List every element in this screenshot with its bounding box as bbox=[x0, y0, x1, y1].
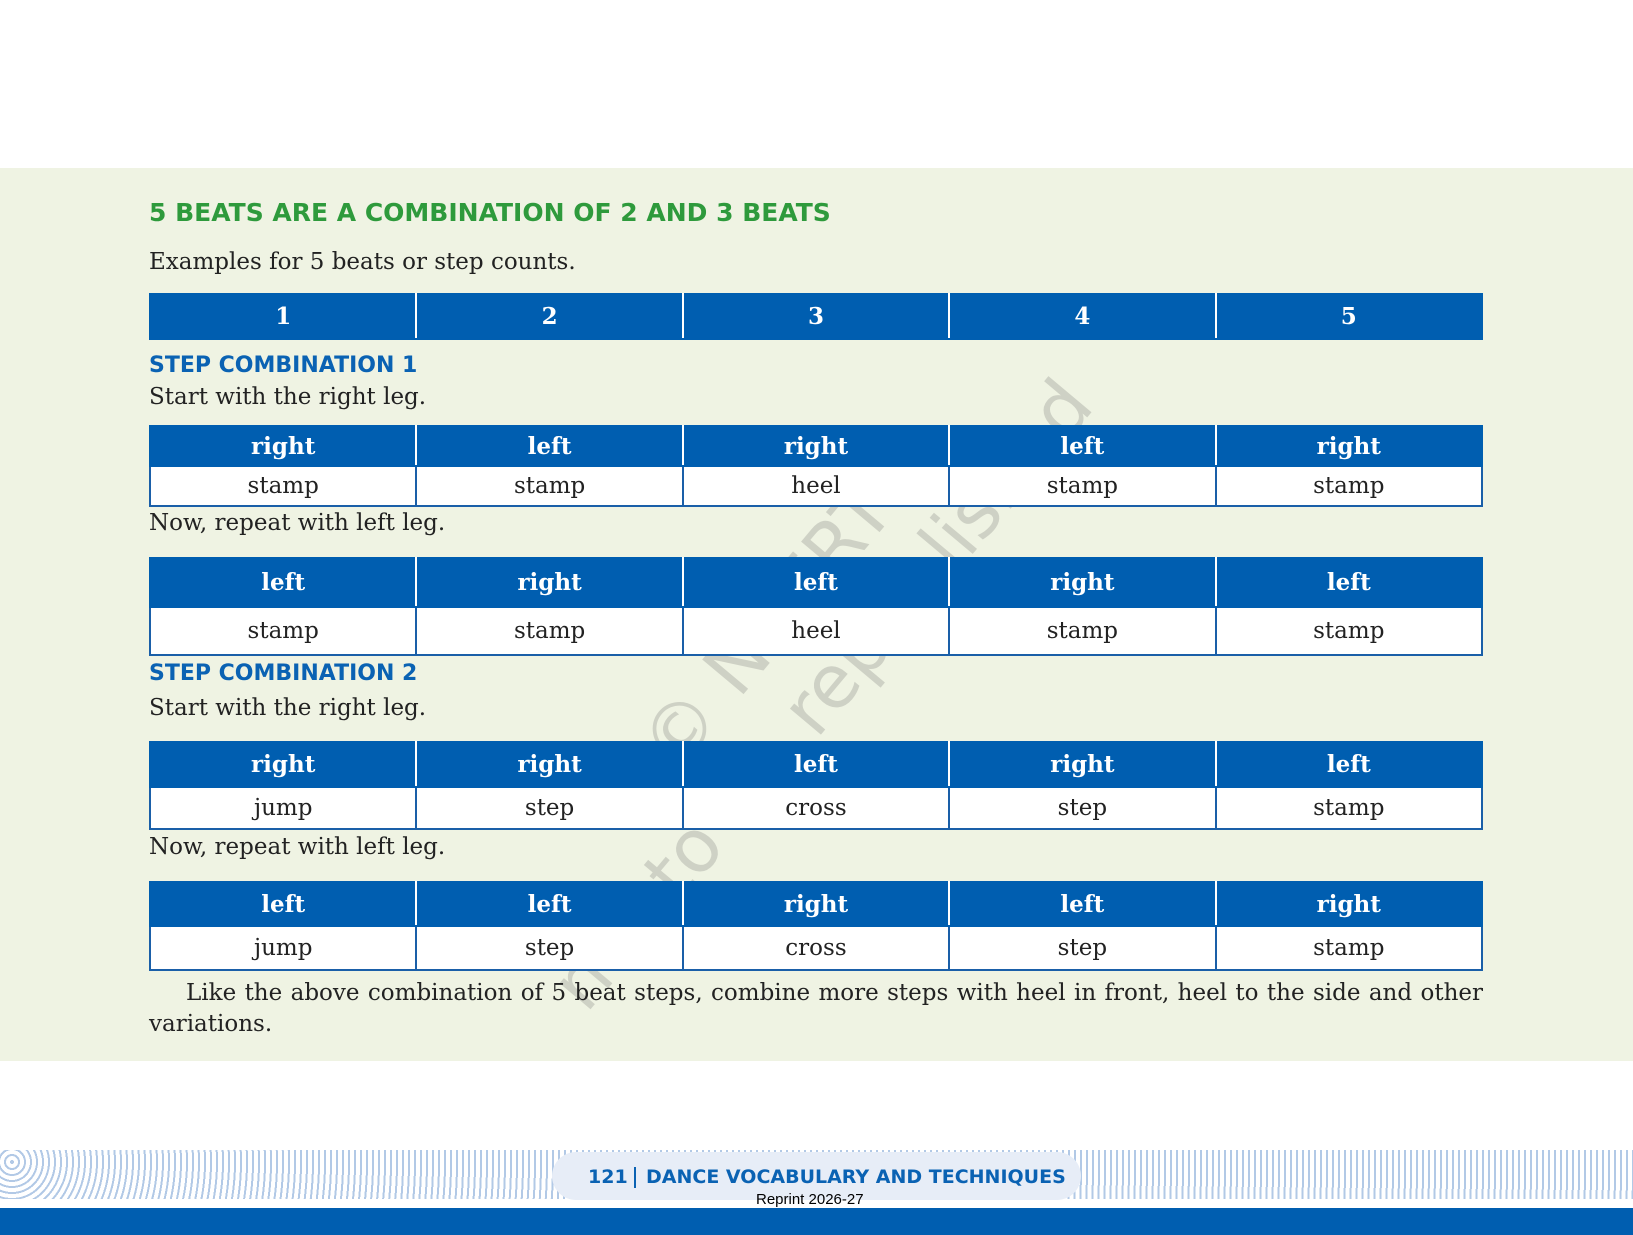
step-cell: heel bbox=[681, 606, 951, 656]
combination-title: STEP COMBINATION 2 bbox=[149, 661, 418, 686]
leg-row: left left right left right bbox=[148, 881, 1484, 927]
leg-cell: right bbox=[681, 881, 951, 927]
step-cell: jump bbox=[148, 786, 418, 830]
beat-cell: 1 bbox=[148, 293, 418, 340]
step-cell: stamp bbox=[948, 465, 1217, 507]
step-row: jump step cross step stamp bbox=[148, 786, 1484, 830]
beat-cell: 5 bbox=[1214, 293, 1484, 340]
leg-cell: left bbox=[148, 557, 418, 608]
step-cell: jump bbox=[148, 925, 418, 971]
repeat-note: Now, repeat with left leg. bbox=[149, 834, 446, 860]
beat-cell: 4 bbox=[948, 293, 1217, 340]
leg-cell: right bbox=[1214, 425, 1484, 467]
leg-cell: left bbox=[415, 881, 684, 927]
step-table: right right left right left jump step cross step… bbox=[148, 741, 1484, 830]
step-cell: cross bbox=[681, 786, 951, 830]
combination-title: STEP COMBINATION 1 bbox=[149, 353, 418, 378]
step-cell: stamp bbox=[948, 606, 1217, 656]
leg-row: right left right left right bbox=[148, 425, 1484, 467]
instruction: Start with the right leg. bbox=[149, 384, 427, 410]
leg-cell: right bbox=[415, 741, 684, 788]
leg-cell: right bbox=[415, 557, 684, 608]
leg-cell: right bbox=[948, 741, 1217, 788]
beat-cell: 3 bbox=[681, 293, 951, 340]
heading: 5 BEATS ARE A COMBINATION OF 2 AND 3 BEA… bbox=[149, 198, 831, 227]
step-cell: step bbox=[415, 925, 684, 971]
closing-paragraph: Like the above combination of 5 beat ste… bbox=[149, 980, 1483, 1037]
leg-cell: left bbox=[948, 425, 1217, 467]
step-cell: stamp bbox=[415, 606, 684, 656]
leg-cell: left bbox=[148, 881, 418, 927]
leg-row: left right left right left bbox=[148, 557, 1484, 608]
step-table: left left right left right jump step cross step s… bbox=[148, 881, 1484, 971]
leg-cell: right bbox=[148, 425, 418, 467]
step-row: jump step cross step stamp bbox=[148, 925, 1484, 971]
repeat-note: Now, repeat with left leg. bbox=[149, 510, 446, 536]
step-table: right left right left right stamp stamp heel sta… bbox=[148, 425, 1484, 507]
step-row: stamp stamp heel stamp stamp bbox=[148, 606, 1484, 656]
step-cell: stamp bbox=[148, 465, 418, 507]
step-cell: stamp bbox=[1214, 925, 1484, 971]
beat-cell: 2 bbox=[415, 293, 684, 340]
step-cell: stamp bbox=[148, 606, 418, 656]
footer-title: DANCE VOCABULARY AND TECHNIQUES bbox=[646, 1166, 1066, 1188]
step-cell: step bbox=[948, 925, 1217, 971]
footer-bar bbox=[0, 1208, 1633, 1235]
reprint: Reprint 2026-27 bbox=[756, 1191, 864, 1208]
step-cell: stamp bbox=[1214, 786, 1484, 830]
footer-pill bbox=[552, 1152, 1081, 1200]
step-table: left right left right left stamp stamp heel stam… bbox=[148, 557, 1484, 656]
step-cell: heel bbox=[681, 465, 951, 507]
leg-cell: right bbox=[148, 741, 418, 788]
leg-cell: left bbox=[681, 557, 951, 608]
leg-cell: left bbox=[681, 741, 951, 788]
step-cell: stamp bbox=[415, 465, 684, 507]
step-cell: step bbox=[948, 786, 1217, 830]
step-cell: step bbox=[415, 786, 684, 830]
leg-cell: left bbox=[948, 881, 1217, 927]
leg-cell: right bbox=[681, 425, 951, 467]
instruction: Start with the right leg. bbox=[149, 695, 427, 721]
leg-cell: left bbox=[1214, 741, 1484, 788]
leg-cell: right bbox=[1214, 881, 1484, 927]
separator bbox=[634, 1167, 636, 1188]
leg-row: right right left right left bbox=[148, 741, 1484, 788]
step-row: stamp stamp heel stamp stamp bbox=[148, 465, 1484, 507]
page-number: 121 bbox=[588, 1166, 628, 1188]
leg-cell: left bbox=[1214, 557, 1484, 608]
leg-cell: right bbox=[948, 557, 1217, 608]
step-cell: stamp bbox=[1214, 465, 1484, 507]
intro: Examples for 5 beats or step counts. bbox=[149, 249, 576, 275]
step-cell: stamp bbox=[1214, 606, 1484, 656]
step-cell: cross bbox=[681, 925, 951, 971]
leg-cell: left bbox=[415, 425, 684, 467]
